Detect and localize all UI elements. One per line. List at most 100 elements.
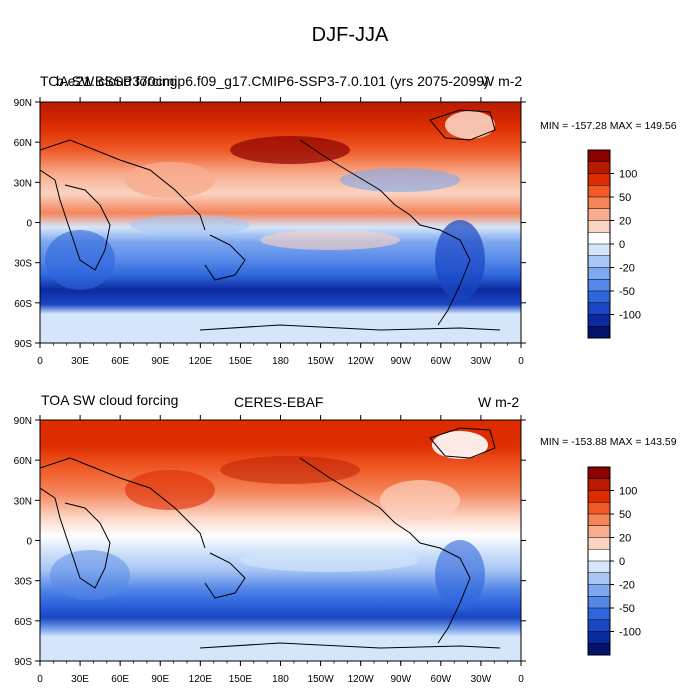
panel1-lon-label: 60W bbox=[431, 356, 452, 367]
panel2-colorbar-swatch bbox=[588, 549, 610, 562]
panel2-axis-ticks: 0 30E 60E 90E 120E 150E 180 150W 120W 90W 60W 30W 09… bbox=[14, 415, 526, 685]
panel1-colorbar-swatch bbox=[588, 267, 610, 280]
panel1-colorbar-swatch bbox=[588, 302, 610, 315]
panel1-map bbox=[39, 101, 522, 344]
panel1-lat-label: 30N bbox=[14, 178, 32, 189]
panel1-lat-label: 60N bbox=[14, 138, 32, 149]
panel2-lat-label: 30N bbox=[14, 496, 32, 507]
panel1-colorbar-tick-label: -20 bbox=[619, 263, 635, 275]
panel2-lat-label: 0 bbox=[26, 537, 32, 548]
panel2-colorbar-swatch bbox=[588, 467, 610, 480]
panel2-colorbar-swatch bbox=[588, 643, 610, 656]
panel2-colorbar-tick-label: -50 bbox=[619, 603, 635, 615]
panel2-colorbar-tick-label: 50 bbox=[619, 509, 631, 521]
panel1-colorbar-swatch bbox=[588, 150, 610, 163]
panel2-minmax: MIN = -153.88 MAX = 143.59 bbox=[540, 436, 677, 448]
panel2-lon-label: 90W bbox=[390, 674, 411, 685]
panel1-lon-label: 120W bbox=[348, 356, 375, 367]
panel2-colorbar-tick-label: -100 bbox=[619, 627, 641, 639]
panel1-colorbar-tick-label: 100 bbox=[619, 169, 637, 181]
panel2-lat-label: 60N bbox=[14, 456, 32, 467]
panel1-colorbar-tick-label: 20 bbox=[619, 216, 631, 228]
panel1-axis-ticks: 0 30E 60E 90E 120E 150E 180 150W 120W 90W 60W 30W 09… bbox=[14, 97, 526, 367]
panel2-colorbar-swatch bbox=[588, 514, 610, 527]
panel1-colorbar-tick-label: -100 bbox=[619, 310, 641, 322]
panel2-lon-label: 180 bbox=[272, 674, 289, 685]
panel2-lon-label: 90E bbox=[151, 674, 169, 685]
panel1-units: W m-2 bbox=[481, 73, 523, 89]
panel2-lon-label: 0 bbox=[37, 674, 43, 685]
panel1-lon-label: 90W bbox=[390, 356, 411, 367]
panel1-lon-label: 0 bbox=[37, 356, 43, 367]
panel2-colorbar-swatch bbox=[588, 561, 610, 574]
panel2-lon-label: 150E bbox=[229, 674, 253, 685]
panel1-colorbar-swatch bbox=[588, 279, 610, 292]
panel1-colorbar-swatch bbox=[588, 208, 610, 221]
panel2-colorbar-swatch bbox=[588, 596, 610, 609]
panel2-lon-label: 60E bbox=[111, 674, 129, 685]
panel1-left-title: TOA SW cloud forcing bbox=[40, 73, 178, 89]
panel2-colorbar-swatch bbox=[588, 502, 610, 515]
panel2-colorbar-swatch bbox=[588, 537, 610, 550]
panel1-lon-label: 150E bbox=[229, 356, 253, 367]
panel1-lon-label: 120E bbox=[189, 356, 213, 367]
panel2-lon-label: 120E bbox=[189, 674, 213, 685]
panel2-colorbar-tick-label: -20 bbox=[619, 580, 635, 592]
panel2-colorbar-swatch bbox=[588, 572, 610, 585]
panel2-colorbar-tick-label: 20 bbox=[619, 533, 631, 545]
panel2-colorbar-swatch bbox=[588, 619, 610, 632]
panel1-colorbar-swatch bbox=[588, 232, 610, 245]
panel2-lon-label: 30W bbox=[471, 674, 492, 685]
panel2-lat-label: 60S bbox=[14, 617, 32, 628]
panel1-lon-label: 0 bbox=[518, 356, 524, 367]
panel2-lon-label: 30E bbox=[71, 674, 89, 685]
panel1-lon-label: 180 bbox=[272, 356, 289, 367]
panel1-colorbar-swatch bbox=[588, 185, 610, 198]
panel2-colorbar-swatch bbox=[588, 478, 610, 491]
panel1-lat-label: 90N bbox=[14, 98, 32, 109]
panel1-lat-label: 0 bbox=[26, 219, 32, 230]
panel1-minmax: MIN = -157.28 MAX = 149.56 bbox=[540, 120, 677, 132]
panel2-lon-label: 60W bbox=[431, 674, 452, 685]
panel2-center-title: CERES-EBAF bbox=[234, 394, 324, 410]
panel1-colorbar-swatch bbox=[588, 291, 610, 304]
panel1-lat-label: 90S bbox=[14, 339, 32, 350]
figure-title: DJF-JJA bbox=[311, 24, 389, 46]
panel2-colorbar-tick-label: 0 bbox=[619, 556, 625, 568]
panel2-colorbar: 100 50 20 0 -20 -50 -100 bbox=[587, 466, 641, 656]
panel2-colorbar-swatch bbox=[588, 584, 610, 597]
panel2-colorbar-swatch bbox=[588, 490, 610, 503]
panel1-colorbar-swatch bbox=[588, 220, 610, 233]
panel2-lat-label: 90N bbox=[14, 416, 32, 427]
panel1-lon-label: 90E bbox=[151, 356, 169, 367]
panel2-lat-label: 30S bbox=[14, 577, 32, 588]
panel1-colorbar-swatch bbox=[588, 326, 610, 339]
panel1-colorbar-swatch bbox=[588, 255, 610, 268]
panel2-colorbar-tick-label: 100 bbox=[619, 486, 637, 498]
panel1-colorbar-swatch bbox=[588, 314, 610, 327]
panel1-colorbar: 100 50 20 0 -20 -50 -100 bbox=[587, 149, 641, 339]
panel1-colorbar-swatch bbox=[588, 197, 610, 210]
panel1-lon-label: 150W bbox=[308, 356, 335, 367]
panel2-units: W m-2 bbox=[478, 394, 520, 410]
panel1-lon-label: 30E bbox=[71, 356, 89, 367]
panel2-lat-label: 90S bbox=[14, 657, 32, 668]
panel2-lon-label: 120W bbox=[348, 674, 375, 685]
panel2-colorbar-swatch bbox=[588, 631, 610, 644]
panel1-lon-label: 30W bbox=[471, 356, 492, 367]
panel1-colorbar-swatch bbox=[588, 244, 610, 257]
panel2-map bbox=[39, 419, 522, 662]
panel1-colorbar-tick-label: -50 bbox=[619, 286, 635, 298]
panel1-lon-label: 60E bbox=[111, 356, 129, 367]
panel2-colorbar-swatch bbox=[588, 525, 610, 538]
panel2-left-title: TOA SW cloud forcing bbox=[41, 392, 179, 408]
panel1-lat-label: 30S bbox=[14, 259, 32, 270]
panel1-colorbar-tick-label: 50 bbox=[619, 192, 631, 204]
panel2-colorbar-swatch bbox=[588, 608, 610, 621]
panel1-colorbar-swatch bbox=[588, 161, 610, 174]
panel1-colorbar-swatch bbox=[588, 173, 610, 186]
panel1-lat-label: 60S bbox=[14, 299, 32, 310]
panel2-lon-label: 0 bbox=[518, 674, 524, 685]
panel2-lon-label: 150W bbox=[308, 674, 335, 685]
